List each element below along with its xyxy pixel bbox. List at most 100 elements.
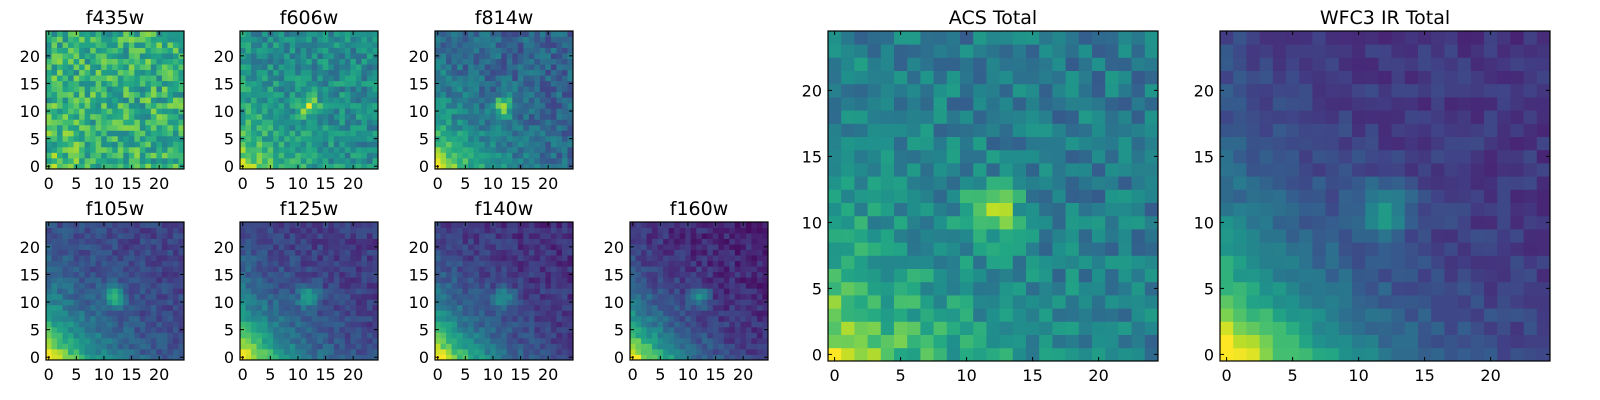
heatmap-cell xyxy=(457,108,463,115)
heatmap-cell xyxy=(73,119,80,126)
heatmap-cell xyxy=(473,152,480,159)
heatmap-cell xyxy=(51,124,58,131)
heatmap-cell xyxy=(350,141,357,148)
heatmap-cell xyxy=(561,343,568,350)
heatmap-cell xyxy=(457,86,463,93)
heatmap-cell xyxy=(501,102,508,109)
heatmap-cell xyxy=(517,75,524,82)
heatmap-cell xyxy=(322,332,329,339)
heatmap-cell xyxy=(907,321,921,335)
heatmap-cell xyxy=(150,53,157,59)
heatmap-cell xyxy=(262,58,268,65)
heatmap-cell xyxy=(68,58,74,65)
heatmap-cell xyxy=(1078,202,1093,217)
heatmap-cell xyxy=(657,282,664,289)
heatmap-cell xyxy=(62,255,69,262)
heatmap-cell xyxy=(134,315,141,322)
heatmap-cell xyxy=(328,233,335,239)
heatmap-cell xyxy=(267,238,274,245)
x-tick-label: 5 xyxy=(71,174,81,193)
heatmap-cell xyxy=(751,282,758,289)
heatmap-cell xyxy=(300,282,307,289)
heatmap-cell xyxy=(156,332,163,339)
heatmap-cell xyxy=(123,80,130,87)
heatmap-cell xyxy=(273,304,280,311)
heatmap-cell xyxy=(355,271,362,278)
heatmap-cell xyxy=(490,304,497,311)
heatmap-cell xyxy=(506,227,513,234)
heatmap-cell xyxy=(90,315,97,322)
y-tick-label: 20 xyxy=(20,47,40,66)
heatmap-cell xyxy=(62,227,69,234)
heatmap-cell xyxy=(156,260,163,267)
heatmap-cell xyxy=(484,97,491,104)
heatmap-cell xyxy=(446,36,452,43)
heatmap-cell xyxy=(361,86,368,93)
heatmap-cell xyxy=(668,343,675,350)
heatmap-cell xyxy=(106,244,113,250)
heatmap-cell xyxy=(245,69,252,76)
heatmap-cell xyxy=(134,288,141,295)
heatmap-cell xyxy=(278,299,285,306)
heatmap-cell xyxy=(134,75,141,82)
heatmap-cell xyxy=(495,42,502,48)
heatmap-cell xyxy=(517,293,524,300)
heatmap-cell xyxy=(668,332,675,339)
heatmap-cell xyxy=(479,282,486,289)
panel-title: f140w xyxy=(475,198,534,220)
heatmap-cell xyxy=(256,222,263,228)
heatmap-cell xyxy=(139,343,146,350)
heatmap-cell xyxy=(245,354,252,361)
heatmap-cell xyxy=(451,266,458,273)
heatmap-cell xyxy=(256,326,263,333)
heatmap-cell xyxy=(145,315,152,322)
heatmap-cell xyxy=(635,348,642,355)
heatmap-cell xyxy=(350,135,357,142)
heatmap-cell xyxy=(161,277,168,284)
heatmap-cell xyxy=(251,260,257,267)
heatmap-cell xyxy=(933,255,948,269)
heatmap-cell xyxy=(539,31,546,37)
heatmap-cell xyxy=(284,244,291,250)
heatmap-cell xyxy=(123,321,130,328)
heatmap-cell xyxy=(495,326,502,333)
heatmap-cell xyxy=(245,238,252,245)
heatmap-cell xyxy=(561,315,568,322)
heatmap-cell xyxy=(506,53,513,59)
heatmap-cell xyxy=(517,108,524,115)
heatmap-cell xyxy=(251,146,257,153)
heatmap-cell xyxy=(867,281,882,296)
heatmap-cell xyxy=(46,321,52,328)
heatmap-cell xyxy=(161,238,168,245)
heatmap-cell xyxy=(679,238,686,245)
heatmap-cell xyxy=(561,288,568,295)
heatmap-cell xyxy=(161,152,168,159)
heatmap-cell xyxy=(556,31,563,37)
heatmap-cell xyxy=(867,347,882,362)
heatmap-cell xyxy=(84,157,91,164)
heatmap-cell xyxy=(150,282,157,289)
heatmap-cell xyxy=(652,222,658,228)
heatmap-cell xyxy=(372,86,379,93)
heatmap-cell xyxy=(46,36,52,43)
heatmap-cell xyxy=(657,233,664,239)
heatmap-cell xyxy=(68,282,74,289)
heatmap-cell xyxy=(1105,255,1119,269)
heatmap-cell xyxy=(117,163,124,170)
heatmap-cell xyxy=(751,326,758,333)
heatmap-cell xyxy=(90,141,97,148)
heatmap-cell xyxy=(134,130,141,137)
heatmap-cell xyxy=(1012,202,1027,217)
x-tick-label: 0 xyxy=(238,365,248,384)
heatmap-cell xyxy=(278,337,285,344)
heatmap-cell xyxy=(512,102,519,109)
heatmap-cell xyxy=(567,69,574,76)
y-tick-label: 15 xyxy=(214,74,234,93)
heatmap-cell xyxy=(339,152,346,159)
heatmap-cell xyxy=(306,315,313,322)
heatmap-cell xyxy=(51,135,58,142)
heatmap-cell xyxy=(355,249,362,256)
heatmap-cell xyxy=(322,227,329,234)
heatmap-cell xyxy=(57,119,63,126)
heatmap-cell xyxy=(495,293,502,300)
